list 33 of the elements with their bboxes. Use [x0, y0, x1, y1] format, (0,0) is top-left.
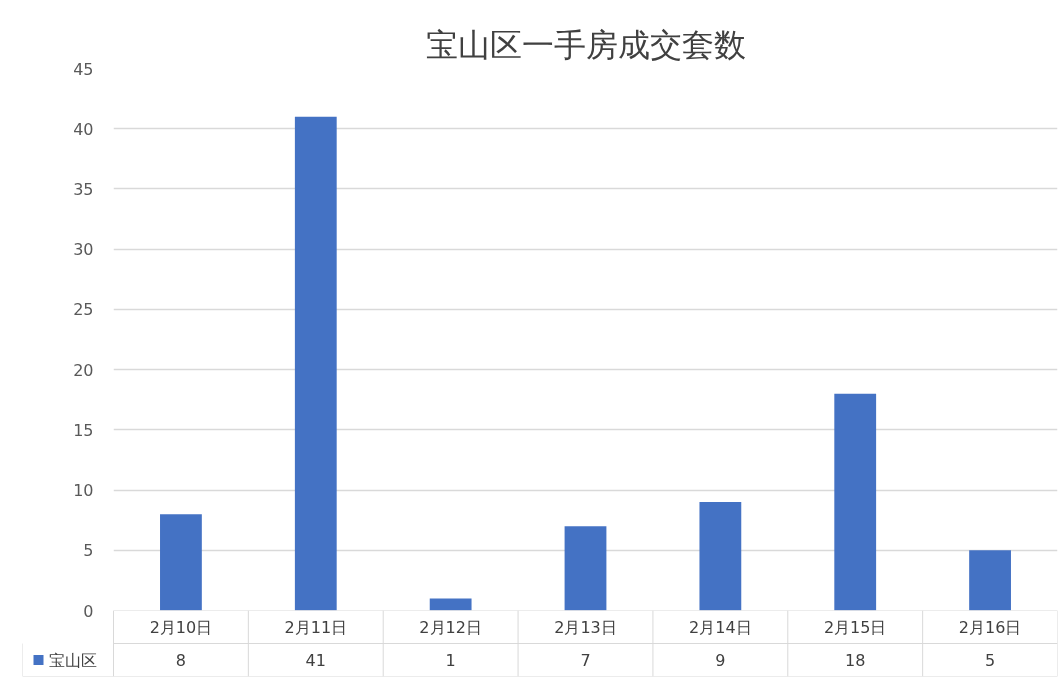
- bar: [834, 393, 877, 611]
- data-label: 18: [845, 651, 866, 670]
- x-tick-label: 2月11日: [284, 617, 348, 637]
- y-tick-label: 40: [73, 119, 94, 139]
- data-label: 41: [305, 651, 326, 670]
- chart-title: 宝山区一手房成交套数: [425, 25, 746, 64]
- bar: [699, 502, 742, 611]
- x-tick-label: 2月10日: [149, 617, 213, 637]
- data-label: 9: [715, 651, 726, 670]
- y-tick-label: 15: [73, 420, 94, 440]
- bar: [564, 526, 607, 611]
- bar: [969, 550, 1011, 611]
- data-label: 7: [580, 651, 591, 670]
- y-tick-label: 20: [73, 360, 94, 380]
- y-tick-label: 35: [73, 179, 94, 199]
- data-label: 1: [445, 651, 456, 670]
- data-label: 8: [175, 651, 187, 670]
- bar: [294, 116, 337, 611]
- y-tick-label: 30: [73, 240, 94, 260]
- x-tick-label: 2月14日: [689, 617, 752, 637]
- bar: [429, 598, 472, 611]
- legend-label: 宝山区: [48, 650, 97, 670]
- x-tick-label: 2月12日: [419, 617, 482, 637]
- x-tick-label: 2月13日: [554, 617, 617, 637]
- data-label: 5: [984, 651, 996, 670]
- y-tick-label: 25: [73, 300, 94, 320]
- y-tick-label: 10: [73, 481, 94, 501]
- x-tick-label: 2月15日: [823, 617, 887, 637]
- x-tick-label: 2月16日: [958, 617, 1022, 637]
- y-tick-label: 5: [83, 541, 94, 561]
- y-tick-label: 45: [73, 59, 94, 79]
- bar: [160, 514, 202, 611]
- y-tick-label: 0: [83, 601, 94, 621]
